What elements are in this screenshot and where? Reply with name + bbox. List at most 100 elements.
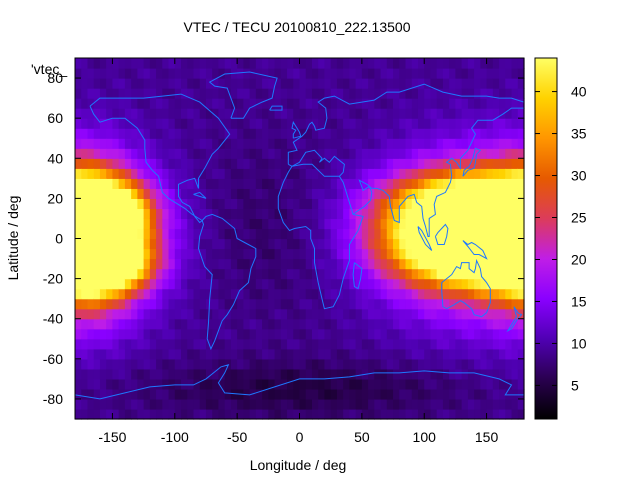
- heatmap-cell: [305, 258, 313, 270]
- heatmap-cell: [305, 368, 313, 380]
- heatmap-cell: [393, 158, 400, 169]
- heatmap-cell: [162, 388, 170, 400]
- heatmap-cell: [99, 128, 107, 139]
- heatmap-cell: [411, 258, 419, 270]
- heatmap-cell: [193, 368, 201, 380]
- heatmap-cell: [112, 328, 120, 340]
- heatmap-cell: [255, 278, 263, 290]
- heatmap-cell: [343, 148, 350, 159]
- heatmap-cell: [280, 288, 288, 300]
- heatmap-cell: [399, 58, 407, 69]
- heatmap-cell: [318, 408, 326, 420]
- heatmap-cell: [486, 108, 494, 119]
- heatmap-cell: [112, 398, 120, 410]
- heatmap-cell: [112, 198, 120, 210]
- heatmap-cell: [305, 328, 313, 340]
- heatmap-cell: [131, 308, 138, 320]
- heatmap-cell: [199, 108, 207, 119]
- heatmap-cell: [243, 408, 251, 420]
- heatmap-cell: [243, 308, 251, 320]
- heatmap-cell: [305, 248, 313, 260]
- heatmap-cell: [374, 258, 382, 270]
- heatmap-cell: [511, 298, 519, 310]
- heatmap-cell: [355, 228, 363, 240]
- heatmap-cell: [124, 178, 132, 189]
- heatmap-cell: [99, 138, 107, 149]
- heatmap-cell: [349, 348, 357, 360]
- heatmap-cell: [336, 378, 344, 390]
- heatmap-cell: [430, 308, 438, 320]
- heatmap-cell: [99, 178, 107, 189]
- heatmap-cell: [168, 368, 176, 380]
- heatmap-cell: [330, 388, 338, 400]
- heatmap-cell: [255, 348, 263, 360]
- heatmap-cell: [436, 198, 444, 210]
- heatmap-cell: [156, 78, 163, 89]
- heatmap-cell: [442, 158, 450, 169]
- heatmap-cell: [324, 368, 332, 380]
- heatmap-cell: [124, 378, 132, 390]
- heatmap-cell: [343, 168, 350, 179]
- heatmap-cell: [99, 248, 107, 260]
- heatmap-cell: [442, 318, 450, 330]
- heatmap-cell: [417, 178, 425, 189]
- heatmap-cell: [93, 228, 101, 240]
- heatmap-cell: [467, 248, 475, 260]
- heatmap-cell: [374, 158, 382, 169]
- heatmap-cell: [174, 318, 182, 330]
- heatmap-cell: [181, 108, 188, 119]
- heatmap-cell: [311, 78, 319, 89]
- heatmap-cell: [399, 298, 407, 310]
- heatmap-cell: [505, 238, 513, 250]
- heatmap-cell: [399, 138, 407, 149]
- heatmap-cell: [517, 188, 525, 199]
- heatmap-cell: [87, 168, 95, 179]
- heatmap-cell: [162, 328, 170, 340]
- heatmap-cell: [430, 138, 438, 149]
- heatmap-cell: [112, 228, 120, 240]
- heatmap-cell: [349, 178, 357, 189]
- heatmap-cell: [442, 178, 450, 189]
- heatmap-cell: [318, 238, 326, 250]
- heatmap-cell: [393, 388, 400, 400]
- heatmap-cell: [106, 68, 114, 79]
- heatmap-cell: [237, 268, 244, 280]
- heatmap-cell: [81, 318, 89, 330]
- heatmap-cell: [224, 228, 232, 240]
- heatmap-cell: [299, 308, 307, 320]
- heatmap-cell: [480, 288, 488, 300]
- heatmap-cell: [505, 408, 513, 420]
- heatmap-cell: [305, 178, 313, 189]
- heatmap-cell: [99, 238, 107, 250]
- heatmap-cell: [187, 168, 195, 179]
- heatmap-cell: [349, 108, 357, 119]
- heatmap-cell: [287, 288, 294, 300]
- heatmap-cell: [492, 268, 500, 280]
- heatmap-cell: [131, 368, 138, 380]
- heatmap-cell: [224, 388, 232, 400]
- heatmap-cell: [287, 338, 294, 350]
- heatmap-cell: [318, 108, 326, 119]
- heatmap-cell: [199, 228, 207, 240]
- heatmap-cell: [455, 328, 463, 340]
- heatmap-cell: [511, 308, 519, 320]
- heatmap-cell: [137, 138, 145, 149]
- heatmap-cell: [299, 68, 307, 79]
- heatmap-cell: [181, 168, 188, 179]
- heatmap-cell: [349, 338, 357, 350]
- heatmap-cell: [505, 308, 513, 320]
- heatmap-cell: [517, 278, 525, 290]
- heatmap-cell: [237, 368, 244, 380]
- heatmap-cell: [380, 368, 388, 380]
- heatmap-cell: [199, 158, 207, 169]
- heatmap-cell: [224, 178, 232, 189]
- heatmap-cell: [349, 258, 357, 270]
- heatmap-cell: [106, 88, 114, 99]
- heatmap-cell: [393, 168, 400, 179]
- heatmap-cell: [417, 278, 425, 290]
- heatmap-cell: [305, 408, 313, 420]
- heatmap-cell: [430, 368, 438, 380]
- heatmap-cell: [417, 108, 425, 119]
- heatmap-cell: [274, 318, 282, 330]
- heatmap-cell: [149, 98, 157, 109]
